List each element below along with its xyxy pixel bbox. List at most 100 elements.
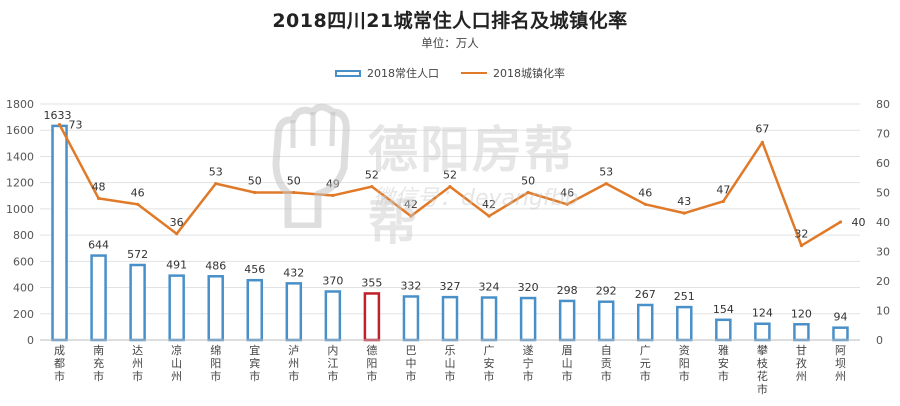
line-point-内江市: [331, 193, 335, 198]
bar-攀枝花市: [754, 322, 771, 342]
bar-value-label: 486: [205, 259, 226, 272]
line-point-宜宾市: [253, 190, 257, 195]
y-left-tick-label: 800: [13, 229, 34, 242]
x-tick-label-乐山市: 乐山市: [445, 344, 456, 383]
legend-item-population: 2018常住人口: [335, 65, 439, 81]
x-tick-label-宜宾市: 宜宾市: [249, 343, 260, 383]
x-tick-label-眉山市: 眉山市: [562, 344, 573, 383]
y-right-tick-label: 0: [876, 334, 883, 347]
bar-巴中市: [402, 295, 420, 342]
line-point-资阳市: [682, 211, 686, 215]
data-labels: 1633 644 572 491 486 456 432 370 355 332 327 324 320…: [44, 109, 866, 324]
line-value-label: 50: [287, 175, 301, 188]
legend-label-urbanization: 2018城镇化率: [493, 67, 565, 80]
line-point-广元市: [643, 202, 647, 206]
legend-swatch-bar: [335, 69, 361, 77]
x-tick-label-遂宁市: 遂宁市: [523, 343, 534, 383]
line-point-眉山市: [565, 202, 569, 206]
y-left-tick-label: 0: [27, 334, 34, 347]
line-value-label: 53: [209, 166, 223, 179]
bar-value-label: 332: [400, 279, 421, 292]
x-tick-label-阿坝州: 阿坝州: [835, 344, 846, 383]
bar-value-label: 124: [752, 307, 773, 320]
bar-甘孜州: [793, 323, 810, 342]
line-point-甘孜州: [799, 244, 804, 248]
bar-value-label: 324: [479, 281, 500, 294]
x-tick-label-泸州市: 泸州市: [288, 344, 299, 383]
line-value-label: 40: [851, 216, 865, 229]
chart-subtitle: 单位：万人: [421, 36, 479, 50]
line-value-label: 47: [716, 183, 730, 196]
y-left-tick-label: 600: [13, 255, 34, 268]
x-tick-label-广安市: 广安市: [484, 344, 495, 383]
line-point-德阳市: [370, 185, 374, 189]
line-value-label: 46: [560, 186, 574, 199]
bar-自贡市: [597, 300, 615, 342]
x-tick-label-攀枝花市: 攀枝花市: [757, 344, 768, 396]
legend-label-population: 2018常住人口: [367, 67, 439, 80]
line-point-泸州市: [292, 190, 296, 195]
bar-乐山市: [441, 295, 459, 342]
y-right-tick-label: 50: [876, 187, 890, 200]
line-value-label: 48: [92, 180, 106, 193]
bar-广元市: [636, 303, 654, 342]
line-point-巴中市: [409, 214, 413, 218]
bar-value-label: 267: [635, 288, 656, 301]
line-point-阿坝州: [838, 220, 843, 224]
x-tick-label-凉山州: 凉山州: [171, 343, 182, 383]
line-value-label: 50: [248, 175, 262, 188]
y-right-tick-label: 80: [876, 98, 890, 111]
line-value-label: 50: [521, 175, 535, 188]
bar-value-label: 456: [244, 263, 265, 276]
y-right-tick-label: 30: [876, 246, 890, 259]
bar-遂宁市: [519, 296, 537, 342]
bar-资阳市: [676, 305, 693, 342]
bar-value-label: 292: [596, 285, 617, 298]
line-value-label: 42: [404, 198, 418, 211]
bar-成都市: [51, 124, 68, 342]
line-value-label: 42: [482, 198, 496, 211]
x-tick-label-甘孜州: 甘孜州: [796, 344, 807, 383]
bar-雅安市: [715, 318, 732, 342]
y-left-tick-label: 1400: [6, 150, 34, 163]
line-point-乐山市: [448, 185, 452, 189]
legend-item-urbanization: 2018城镇化率: [461, 65, 565, 81]
x-tick-label-雅安市: 雅安市: [718, 343, 729, 383]
y-left-tick-label: 1600: [6, 124, 34, 137]
bar-value-label: 491: [166, 259, 187, 272]
legend-swatch-line: [461, 71, 487, 75]
line-value-label: 46: [131, 186, 145, 199]
x-tick-label-广元市: 广元市: [640, 344, 651, 383]
line-point-成都市: [57, 123, 62, 127]
bar-value-label: 572: [127, 248, 148, 261]
line-point-广安市: [487, 214, 491, 218]
bar-value-label: 120: [791, 307, 812, 320]
bar-value-label: 94: [833, 311, 847, 324]
bar-凉山州: [168, 274, 185, 342]
line-value-label: 52: [443, 169, 457, 182]
line-point-攀枝花市: [760, 140, 764, 144]
x-tick-label-绵阳市: 绵阳市: [210, 343, 221, 383]
bar-绵阳市: [207, 275, 224, 342]
line-point-达州市: [136, 202, 140, 206]
line-point-遂宁市: [526, 190, 530, 195]
line-point-绵阳市: [214, 182, 218, 186]
line-value-label: 36: [170, 216, 184, 229]
bar-value-label: 251: [674, 290, 695, 303]
line-value-label: 49: [326, 177, 340, 190]
y-right-tick-label: 70: [876, 128, 890, 141]
x-tick-label-内江市: 内江市: [327, 343, 338, 383]
y-left-tick-label: 200: [13, 308, 34, 321]
bar-德阳市: [363, 292, 381, 342]
y-right-tick-label: 10: [876, 305, 890, 318]
bar-内江市: [324, 290, 342, 342]
y-right-tick-label: 60: [876, 157, 890, 170]
bar-阿坝州: [832, 326, 849, 342]
axes: 0 200 400 600 800 1000 1200 1400 1600 1800 0 10 20 30…: [6, 98, 890, 396]
bar-泸州市: [285, 282, 303, 342]
y-right-tick-label: 40: [876, 216, 890, 229]
line-value-label: 43: [677, 195, 691, 208]
chart-legend: 2018常住人口 2018城镇化率: [0, 64, 900, 82]
y-right-tick-label: 20: [876, 275, 890, 288]
line-point-雅安市: [721, 199, 725, 203]
